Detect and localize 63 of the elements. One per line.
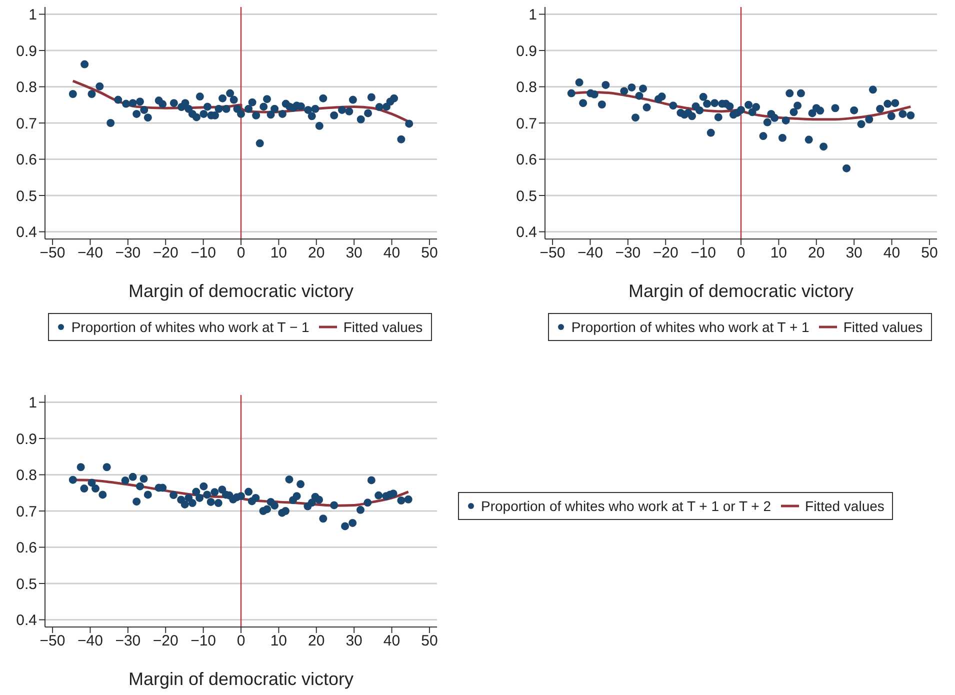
y-tick-label: 0.7 (516, 115, 537, 132)
x-tick-label: −10 (190, 244, 216, 262)
legend-label: Proportion of whites who work at T + 1 (571, 319, 810, 335)
x-tick-label: 50 (421, 632, 438, 650)
x-tick-label: −40 (578, 244, 603, 262)
x-tick-label: 40 (383, 632, 400, 650)
y-tick-label: 0.8 (516, 79, 537, 96)
y-tick-label: 0.6 (16, 540, 37, 557)
x-tick-label: 10 (270, 244, 288, 262)
y-tick-label: 0.6 (516, 152, 537, 169)
x-tick-label: −10 (190, 632, 216, 650)
x-tick-label: −20 (152, 632, 178, 650)
y-tick-label: 0.4 (16, 224, 37, 242)
x-tick-label: −40 (78, 244, 103, 262)
x-tick-label: 0 (736, 244, 746, 262)
x-tick-label: −20 (652, 244, 678, 262)
x-tick-label: 30 (346, 632, 362, 650)
x-tick-label: 20 (308, 632, 325, 650)
x-tick-label: 0 (236, 244, 246, 262)
x-tick-label: −40 (78, 632, 103, 650)
x-tick-label: 40 (883, 244, 900, 262)
x-tick-label: 10 (270, 632, 288, 650)
y-tick-label: 0.5 (516, 188, 537, 205)
x-axis-title: Margin of democratic victory (128, 281, 354, 301)
y-tick-label: 0.5 (16, 188, 37, 205)
y-tick-label: 0.9 (16, 430, 37, 448)
x-tick-label: −50 (40, 632, 66, 650)
x-tick-label: 30 (846, 244, 862, 262)
legend-label: Fitted values (343, 319, 423, 335)
x-axis-title: Margin of democratic victory (628, 281, 854, 301)
x-tick-label: −30 (615, 244, 641, 262)
x-tick-label: 10 (770, 244, 788, 262)
x-tick-label: 20 (308, 244, 325, 262)
y-tick-label: 0.6 (16, 152, 37, 169)
x-tick-label: 40 (383, 244, 400, 262)
x-tick-label: −10 (690, 244, 716, 262)
y-tick-label: 1 (28, 394, 37, 412)
x-tick-label: 0 (236, 632, 246, 650)
x-tick-label: −30 (115, 632, 141, 650)
y-tick-label: 0.4 (516, 224, 537, 242)
x-tick-label: 20 (808, 244, 825, 262)
y-tick-label: 0.5 (16, 576, 37, 593)
legend-label: Fitted values (843, 319, 923, 335)
x-tick-label: −30 (115, 244, 141, 262)
x-tick-label: −50 (40, 244, 66, 262)
legend-label: Fitted values (805, 498, 884, 514)
y-tick-label: 0.8 (16, 467, 37, 484)
y-tick-label: 0.9 (16, 42, 37, 60)
y-tick-label: 0.8 (16, 79, 37, 96)
y-tick-label: 0.7 (16, 503, 37, 520)
legend-label: Proportion of whites who work at T − 1 (71, 319, 310, 335)
x-tick-label: 50 (421, 244, 438, 262)
x-tick-label: 50 (921, 244, 938, 262)
x-tick-label: 30 (346, 244, 362, 262)
x-tick-label: −20 (152, 244, 178, 262)
y-tick-label: 0.9 (516, 42, 537, 60)
legend-label: Proportion of whites who work at T + 1 or T + 2 (481, 498, 772, 514)
x-tick-label: −50 (540, 244, 566, 262)
y-tick-label: 1 (28, 6, 37, 24)
y-tick-label: 0.4 (16, 612, 37, 630)
y-tick-label: 0.7 (16, 115, 37, 132)
x-axis-title: Margin of democratic victory (128, 669, 354, 689)
y-tick-label: 1 (528, 6, 537, 24)
